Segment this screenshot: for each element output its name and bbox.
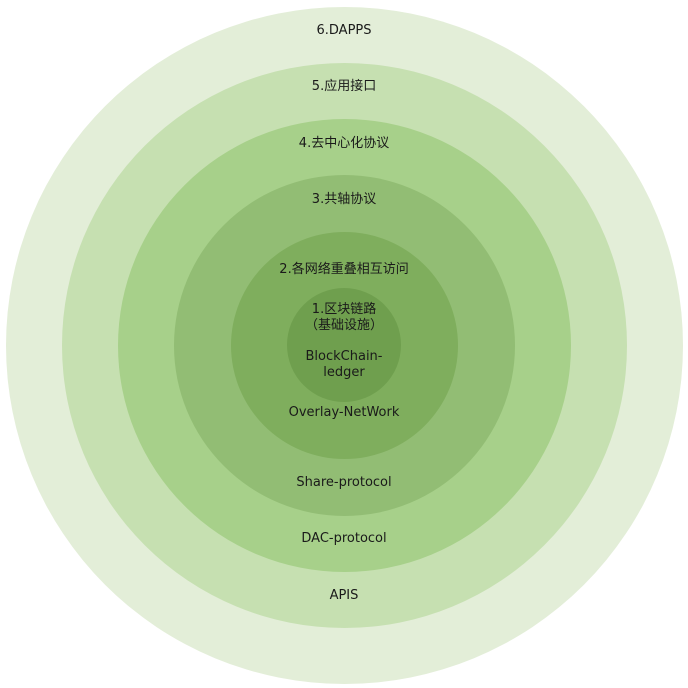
layer-5-title: 5.应用接口 xyxy=(311,79,377,94)
layer-3-title: 3.共轴协议 xyxy=(311,192,377,207)
layer-4-title: 4.去中心化协议 xyxy=(298,136,390,151)
layer-6-title: 6.DAPPS xyxy=(316,23,372,38)
layer-1-ring xyxy=(287,288,401,402)
layer-2-title: 2.各网络重叠相互访问 xyxy=(279,262,409,277)
layer-1-subtitle: BlockChain- xyxy=(305,349,383,364)
layer-1-title: 1.区块链路 xyxy=(311,302,377,317)
layer-4-subtitle: Share-protocol xyxy=(296,475,392,490)
layer-6-subtitle: APIS xyxy=(329,588,359,603)
layer-5-subtitle: DAC-protocol xyxy=(301,531,387,546)
layer-1-title-line2: （基础设施） xyxy=(304,318,383,333)
layer-2-subtitle: Overlay-NetWork xyxy=(288,405,400,420)
layer-1-subtitle-line2: ledger xyxy=(323,365,365,380)
